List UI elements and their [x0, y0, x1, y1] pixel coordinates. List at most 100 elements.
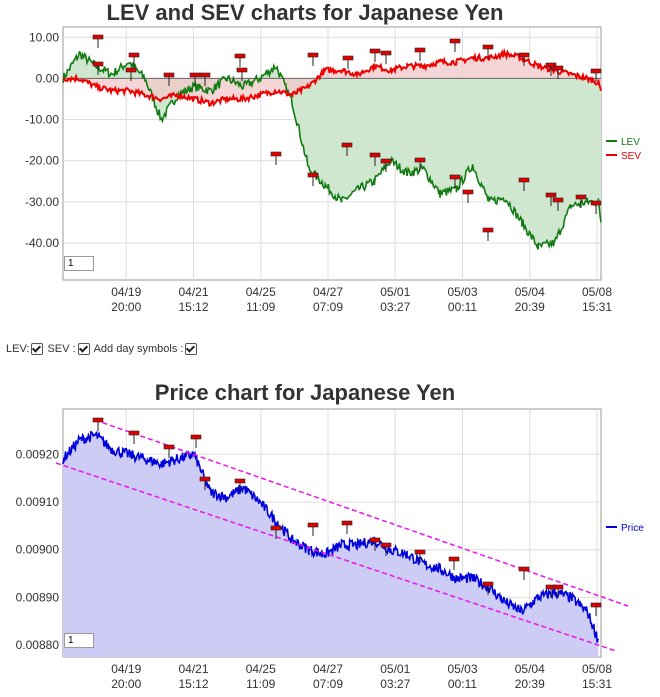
- chart-controls: LEV: SEV : Add day symbols :: [6, 343, 201, 355]
- price-zoom-input[interactable]: 1: [64, 633, 94, 648]
- sev-day-symbol-flag: [449, 38, 461, 44]
- lev-area: [63, 51, 601, 250]
- price-day-symbol-flag: [341, 520, 353, 526]
- lev-day-symbol-flag: [552, 197, 564, 203]
- price-x-tick-time: 00:11: [448, 677, 477, 691]
- lev-day-symbol-flag: [307, 172, 319, 178]
- price-x-tick-date: 05/01: [380, 662, 410, 676]
- lev-day-symbol-flag: [380, 158, 392, 164]
- sev-day-symbol-flag: [552, 65, 564, 71]
- price-y-tick-label: 0.00920: [16, 447, 60, 461]
- sev-toggle-label: SEV :: [47, 343, 76, 355]
- sev-day-symbol-flag: [590, 68, 602, 74]
- lev-day-symbol-flag: [92, 34, 104, 40]
- sev-toggle[interactable]: SEV :: [47, 343, 90, 355]
- lev-x-tick-time: 00:11: [448, 300, 477, 314]
- price-area: [63, 431, 599, 657]
- sev-day-symbol-flag: [414, 47, 426, 53]
- sev-day-symbol-flag: [307, 52, 319, 58]
- sev-series-line: [62, 47, 602, 108]
- price-x-tick-time: 15:31: [582, 677, 612, 691]
- lev-day-symbol-flag: [414, 157, 426, 163]
- price-x-tick-date: 05/04: [515, 662, 545, 676]
- lev-day-symbol-flag: [236, 67, 248, 73]
- price-x-tick-date: 04/27: [313, 662, 343, 676]
- price-day-symbol-flag: [482, 581, 494, 587]
- price-day-symbol-flag: [199, 476, 211, 482]
- lev-chart: 10.000.00-10.00-20.00-30.00-40.0004/1920…: [25, 26, 641, 314]
- lev-legend-label: LEV: [621, 137, 640, 148]
- lev-x-tick-date: 05/01: [380, 285, 410, 299]
- lev-day-symbol-flag: [199, 72, 211, 78]
- price-day-symbol-flag: [307, 522, 319, 528]
- price-x-tick-time: 20:00: [111, 677, 141, 691]
- lev-x-tick-date: 04/27: [313, 285, 343, 299]
- lev-x-tick-date: 04/21: [178, 285, 208, 299]
- lev-y-tick-label: -40.00: [25, 236, 59, 250]
- sev-day-symbol-flag: [380, 50, 392, 56]
- sev-day-symbol-flag: [369, 48, 381, 54]
- lev-y-tick-label: 0.00: [36, 71, 60, 85]
- sev-day-symbol-flag: [545, 62, 557, 68]
- lev-day-symbol-flag: [92, 61, 104, 67]
- lev-day-symbol-flag: [128, 52, 140, 58]
- price-day-symbol-flag: [369, 537, 381, 543]
- price-day-symbol-flag: [234, 478, 246, 484]
- price-x-tick-time: 11:09: [246, 677, 275, 691]
- lev-day-symbol-flag: [270, 151, 282, 157]
- lev-chart-title: LEV and SEV charts for Japanese Yen: [106, 0, 504, 25]
- price-x-tick-time: 03:27: [380, 677, 410, 691]
- lev-day-symbol-flag: [163, 72, 175, 78]
- lev-x-tick-time: 03:27: [380, 300, 410, 314]
- lev-day-symbol-flag: [462, 189, 474, 195]
- price-x-tick-date: 04/21: [178, 662, 208, 676]
- price-day-symbol-flag: [590, 602, 602, 608]
- lev-day-symbol-flag: [125, 67, 137, 73]
- price-upper-channel-line: [94, 419, 629, 607]
- price-day-symbol-flag: [270, 525, 282, 531]
- lev-checkbox[interactable]: [31, 343, 44, 355]
- lev-x-tick-date: 04/25: [246, 285, 276, 299]
- lev-day-symbol-flag: [369, 152, 381, 158]
- price-x-tick-time: 20:39: [515, 677, 545, 691]
- price-y-tick-label: 0.00910: [16, 495, 60, 509]
- lev-x-tick-date: 05/04: [515, 285, 545, 299]
- sev-area: [63, 51, 601, 106]
- day-symbols-toggle[interactable]: Add day symbols :: [94, 343, 198, 355]
- lev-x-tick-date: 04/19: [111, 285, 141, 299]
- price-x-tick-date: 04/19: [111, 662, 141, 676]
- price-lower-channel-line: [55, 462, 617, 652]
- price-day-symbol-flag: [414, 549, 426, 555]
- lev-day-symbol-flag: [590, 200, 602, 206]
- price-day-symbol-flag: [163, 444, 175, 450]
- lev-toggle[interactable]: LEV:: [6, 343, 44, 355]
- lev-y-tick-label: 10.00: [29, 30, 59, 44]
- price-day-symbol-flag: [552, 584, 564, 590]
- sev-day-symbol-flag: [518, 52, 530, 58]
- sev-day-symbol-flag: [342, 55, 354, 61]
- lev-y-tick-label: -10.00: [25, 113, 59, 127]
- lev-day-symbol-flag: [575, 194, 587, 200]
- price-day-symbol-flag: [380, 542, 392, 548]
- sev-checkbox[interactable]: [77, 343, 90, 355]
- lev-x-tick-time: 20:00: [111, 300, 141, 314]
- lev-legend-label: SEV: [621, 151, 641, 162]
- price-day-symbol-flag: [448, 556, 460, 562]
- lev-x-tick-time: 20:39: [515, 300, 545, 314]
- lev-day-symbol-flag: [545, 192, 557, 198]
- price-chart-title: Price chart for Japanese Yen: [154, 380, 456, 405]
- price-day-symbol-flag: [518, 566, 530, 572]
- lev-x-tick-date: 05/03: [447, 285, 477, 299]
- lev-day-symbol-flag: [449, 174, 461, 180]
- lev-y-tick-label: -20.00: [25, 154, 59, 168]
- sev-day-symbol-flag: [482, 44, 494, 50]
- lev-day-symbol-flag: [518, 177, 530, 183]
- price-day-symbol-flag: [128, 430, 140, 436]
- day-symbols-checkbox[interactable]: [185, 343, 198, 355]
- price-x-tick-date: 04/25: [246, 662, 276, 676]
- day-symbols-label: Add day symbols :: [93, 343, 184, 355]
- lev-y-tick-label: -30.00: [25, 195, 59, 209]
- price-x-tick-time: 07:09: [313, 677, 343, 691]
- lev-zoom-input[interactable]: 1: [64, 256, 94, 271]
